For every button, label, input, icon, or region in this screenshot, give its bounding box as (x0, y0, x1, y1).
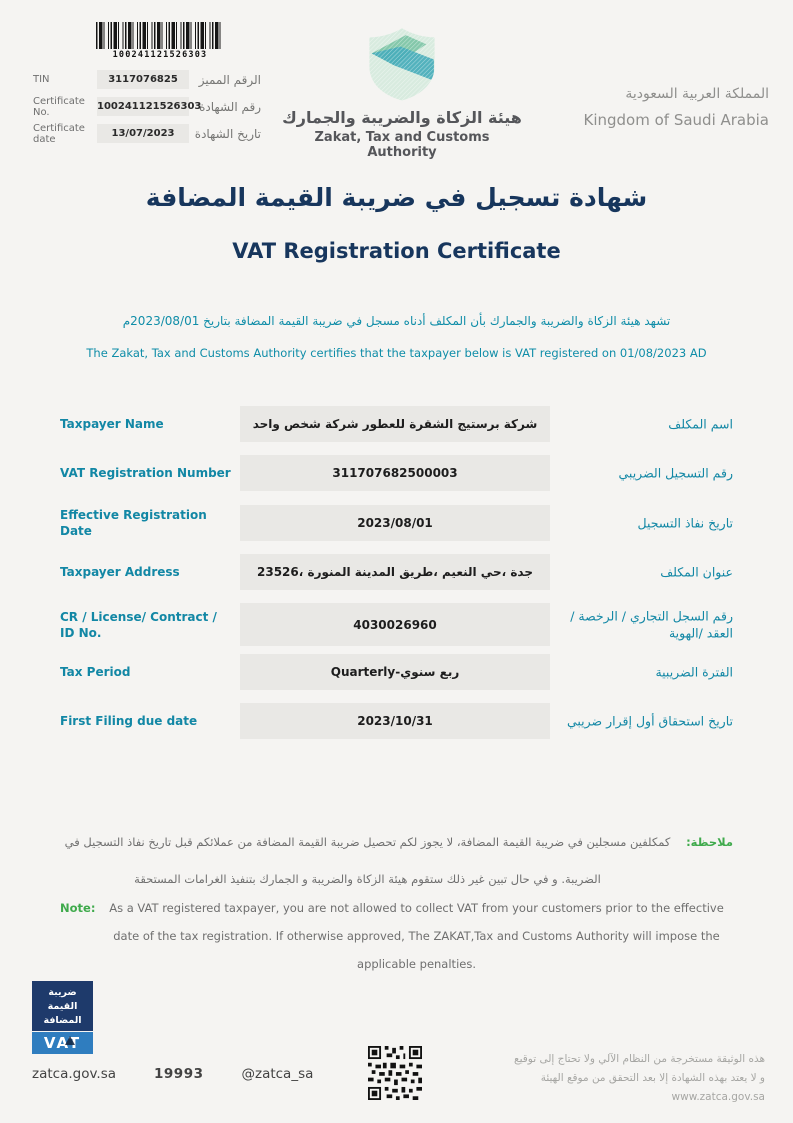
first-filing-value: 2023/10/31 (240, 703, 550, 739)
kingdom-name-english: Kingdom of Saudi Arabia (583, 111, 769, 129)
authority-name-english: Zakat, Tax and Customs Authority (314, 130, 490, 160)
note-english: Note: As a VAT registered taxpayer, you … (60, 894, 733, 978)
tin-label-en: TIN (33, 74, 50, 85)
note-english-label: Note: (60, 901, 96, 915)
row-vat-registration-number: VAT Registration Number 311707682500003 … (60, 455, 733, 491)
cr-label-en: CR / License/ Contract / ID No. (60, 609, 217, 640)
certificate-date-label-en: Certificate date (33, 122, 85, 145)
footer-contact-row: zatca.gov.sa 19993 @zatca_sa (32, 1066, 313, 1082)
disclaimer-line2: و لا يعتد بهذه الشهادة إلا بعد التحقق من… (540, 1071, 765, 1084)
cr-label-ar: رقم السجل التجاري / الرخصة / العقد /الهو… (570, 608, 733, 641)
certificate-title-arabic: شهادة تسجيل في ضريبة القيمة المضافة (145, 183, 648, 212)
certificate-date-label-ar: تاريخ الشهادة (194, 126, 261, 141)
vat-number-value: 311707682500003 (240, 455, 550, 491)
row-cr-license-contract-id: CR / License/ Contract / ID No. 40300269… (60, 603, 733, 646)
barcode-bars (96, 22, 224, 49)
footer-social-handle: @zatca_sa (241, 1066, 314, 1082)
barcode-number: 100241121526303 (112, 50, 208, 60)
note-arabic-text: كمكلفين مسجلين في ضريبة القيمة المضافة، … (64, 835, 671, 886)
taxpayer-name-label-ar: اسم المكلف (668, 416, 733, 432)
vat-logo-arabic-line1: ضريبة (48, 987, 77, 998)
vat-logo: ضريبة القيمة المضافة VAT (32, 981, 93, 1055)
vat-logo-arabic: ضريبة القيمة المضافة (32, 981, 93, 1032)
row-first-filing-due-date: First Filing due date 2023/10/31 تاريخ ا… (60, 703, 733, 739)
vat-logo-a-notch (65, 1036, 75, 1046)
meta-row-tin: TIN 3117076825 الرقم المميز (33, 66, 261, 93)
note-arabic: ملاحظة: كمكلفين مسجلين في ضريبة القيمة ا… (60, 824, 733, 898)
note-arabic-label: ملاحظة: (686, 835, 733, 849)
certificate-no-label-en: Certificate No. (33, 95, 85, 118)
vat-number-label-en: VAT Registration Number (60, 465, 231, 480)
tax-period-label-en: Tax Period (60, 664, 131, 679)
vat-number-label-ar: رقم التسجيل الضريبي (618, 465, 733, 481)
cr-value: 4030026960 (240, 603, 550, 646)
address-value: جدة ،حي النعيم ،طريق المدينة المنورة ،23… (240, 554, 550, 590)
authority-name-arabic: هيئة الزكاة والضريبة والجمارك (282, 108, 522, 127)
row-tax-period: Tax Period ربع سنوي-Quarterly الفترة الض… (60, 654, 733, 690)
statement-arabic: تشهد هيئة الزكاة والضريبة والجمارك بأن ا… (122, 314, 671, 328)
statement-english: The Zakat, Tax and Customs Authority cer… (86, 346, 707, 360)
vat-logo-arabic-line2: القيمة (47, 1000, 78, 1012)
vat-logo-arabic-line3: المضافة (43, 1014, 82, 1026)
taxpayer-name-value: شركة برستيج الشقرة للعطور شركة شخص واحد (240, 406, 550, 442)
address-label-en: Taxpayer Address (60, 564, 180, 579)
row-taxpayer-address: Taxpayer Address جدة ،حي النعيم ،طريق ال… (60, 554, 733, 590)
note-english-text: As a VAT registered taxpayer, you are no… (109, 901, 724, 971)
meta-row-certificate-date: Certificate date 13/07/2023 تاريخ الشهاد… (33, 120, 261, 147)
tin-label-ar: الرقم المميز (198, 72, 261, 87)
effective-date-label-en: Effective Registration Date (60, 507, 207, 538)
effective-date-label-ar: تاريخ نفاذ التسجيل (637, 515, 733, 531)
certificate-meta: TIN 3117076825 الرقم المميز Certificate … (33, 66, 261, 147)
tax-period-value: ربع سنوي-Quarterly (240, 654, 550, 690)
kingdom-name-arabic: المملكة العربية السعودية (625, 86, 769, 102)
first-filing-label-en: First Filing due date (60, 713, 198, 728)
first-filing-label-ar: تاريخ استحقاق أول إقرار ضريبي (566, 713, 733, 729)
effective-date-value: 2023/08/01 (240, 505, 550, 541)
barcode: 100241121526303 (96, 22, 224, 60)
certificate-no-value: 100241121526303 (97, 97, 201, 116)
footer-disclaimer: هذه الوثيقة مستخرجة من النظام الآلي ولا … (514, 1050, 765, 1107)
row-taxpayer-name: Taxpayer Name شركة برستيج الشقرة للعطور … (60, 406, 733, 442)
zatca-shield-icon (369, 28, 435, 101)
address-label-ar: عنوان المكلف (660, 564, 733, 580)
kingdom-block: المملكة العربية السعودية Kingdom of Saud… (583, 86, 769, 129)
tin-value: 3117076825 (97, 70, 189, 89)
footer-phone: 19993 (154, 1066, 204, 1082)
certificate-title-english: VAT Registration Certificate (232, 239, 561, 263)
qr-code (368, 1046, 422, 1100)
certificate-date-value: 13/07/2023 (97, 124, 189, 143)
meta-row-certificate-no: Certificate No. 100241121526303 رقم الشه… (33, 93, 261, 120)
tax-period-label-ar: الفترة الضريبية (655, 664, 733, 680)
disclaimer-website: www.zatca.gov.sa (671, 1090, 765, 1103)
disclaimer-line1: هذه الوثيقة مستخرجة من النظام الآلي ولا … (514, 1053, 765, 1065)
certificate-no-label-ar: رقم الشهادة (199, 99, 261, 114)
footer-website: zatca.gov.sa (32, 1066, 117, 1082)
taxpayer-name-label-en: Taxpayer Name (60, 416, 164, 431)
authority-logo: هيئة الزكاة والضريبة والجمارك Zakat, Tax… (280, 26, 524, 160)
row-effective-registration-date: Effective Registration Date 2023/08/01 ت… (60, 505, 733, 541)
vat-logo-english: VAT (32, 1032, 93, 1055)
